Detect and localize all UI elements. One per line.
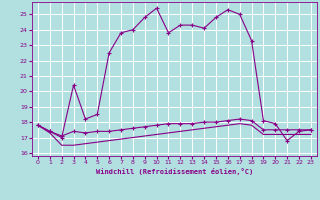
X-axis label: Windchill (Refroidissement éolien,°C): Windchill (Refroidissement éolien,°C) [96, 168, 253, 175]
